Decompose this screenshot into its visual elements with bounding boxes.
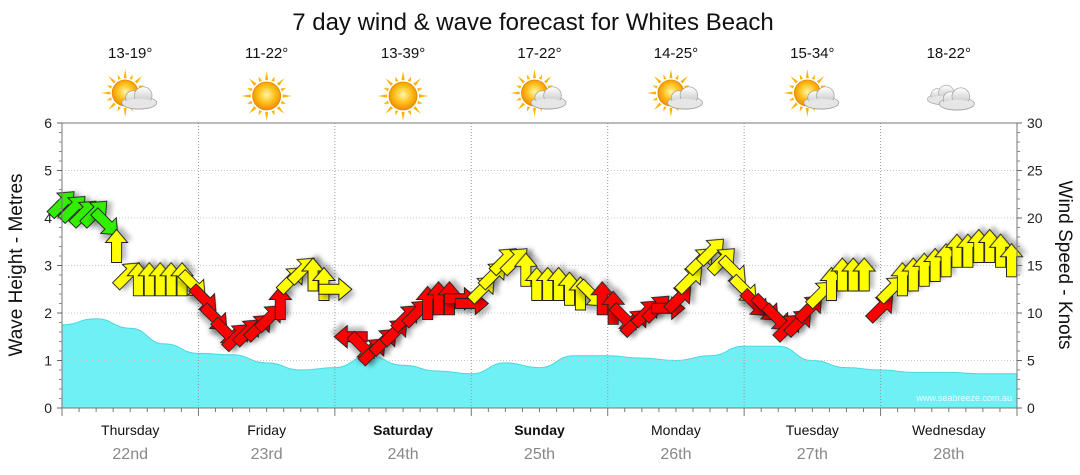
temperature-label: 18-22° <box>927 45 971 62</box>
wind-arrows <box>46 191 1024 367</box>
sunny-icon <box>378 71 429 121</box>
cloudy-icon <box>927 84 975 111</box>
date-label: 25th <box>524 446 555 463</box>
day-label: Wednesday <box>912 422 986 438</box>
wind-arrow <box>90 207 119 236</box>
wind-arrow <box>318 277 353 302</box>
temperature-label: 14-25° <box>654 45 698 62</box>
temperature-label: 11-22° <box>245 45 288 62</box>
left-axis: 0 1 2 3 4 5 6 <box>44 115 62 416</box>
wind-arrow <box>663 286 692 315</box>
x-axis: Thursday 22nd Friday 23rd Saturday 24th Sunday… <box>61 408 1018 463</box>
day-label: Saturday <box>373 422 433 438</box>
left-tick-label: 4 <box>44 210 52 226</box>
partly-cloudy-icon <box>646 69 703 117</box>
right-tick-label: 10 <box>1027 305 1043 321</box>
wind-arrow <box>104 228 129 263</box>
right-tick-label: 15 <box>1027 258 1043 274</box>
wind-arrow <box>268 285 293 320</box>
partly-cloudy-icon <box>101 69 158 117</box>
wind-arrow <box>977 228 1002 263</box>
date-label: 22nd <box>112 446 148 463</box>
wind-arrow <box>988 233 1013 268</box>
right-tick-label: 5 <box>1027 353 1035 369</box>
wind-arrow <box>695 238 724 267</box>
sunny-icon <box>241 71 292 121</box>
date-label: 23rd <box>251 446 283 463</box>
date-label: 27th <box>797 446 828 463</box>
wind-arrow <box>557 271 582 306</box>
temperature-label: 13-19° <box>108 45 152 62</box>
wind-arrow <box>590 280 615 316</box>
wind-arrow <box>865 295 894 324</box>
right-axis-title: Wind Speed - Knots <box>1054 181 1075 350</box>
partly-cloudy-icon <box>510 69 567 117</box>
wind-arrow <box>674 267 703 296</box>
wind-arrow <box>513 252 538 287</box>
temperature-label: 13-39° <box>381 45 425 62</box>
temperature-label: 15-34° <box>790 45 834 62</box>
watermark: www.seabreeze.com.au <box>915 393 1012 403</box>
temperature-label: 17-22° <box>517 45 561 62</box>
wave-area <box>61 318 1018 409</box>
date-label: 24th <box>388 446 419 463</box>
left-tick-label: 3 <box>44 258 52 274</box>
wave-height-area <box>61 318 1018 409</box>
wind-arrow <box>300 257 326 292</box>
partly-cloudy-icon <box>783 69 840 117</box>
right-tick-label: 0 <box>1027 400 1035 416</box>
right-axis: 0 5 10 15 20 25 30 <box>1017 115 1043 416</box>
day-label: Tuesday <box>786 422 839 438</box>
right-tick-label: 20 <box>1027 210 1043 226</box>
left-tick-label: 5 <box>44 163 52 179</box>
wind-arrow <box>852 257 877 292</box>
date-label: 26th <box>660 446 691 463</box>
day-label: Monday <box>651 422 701 438</box>
day-label: Thursday <box>101 422 159 438</box>
left-tick-label: 6 <box>44 115 52 131</box>
left-tick-label: 2 <box>44 305 52 321</box>
day-label: Sunday <box>514 422 565 438</box>
left-tick-label: 0 <box>44 400 52 416</box>
date-label: 28th <box>933 446 964 463</box>
left-tick-label: 1 <box>44 353 52 369</box>
wind-arrow <box>546 266 571 301</box>
weather-row: 13-19° 11-22° 13-39° 17-22° 14-25° 15-34° 18-2… <box>101 45 975 121</box>
right-tick-label: 25 <box>1027 163 1043 179</box>
right-tick-label: 30 <box>1027 115 1043 131</box>
chart-title: 7 day wind & wave forecast for Whites Be… <box>292 9 774 36</box>
day-label: Friday <box>247 422 286 438</box>
left-axis-title: Wave Height - Metres <box>6 173 27 356</box>
